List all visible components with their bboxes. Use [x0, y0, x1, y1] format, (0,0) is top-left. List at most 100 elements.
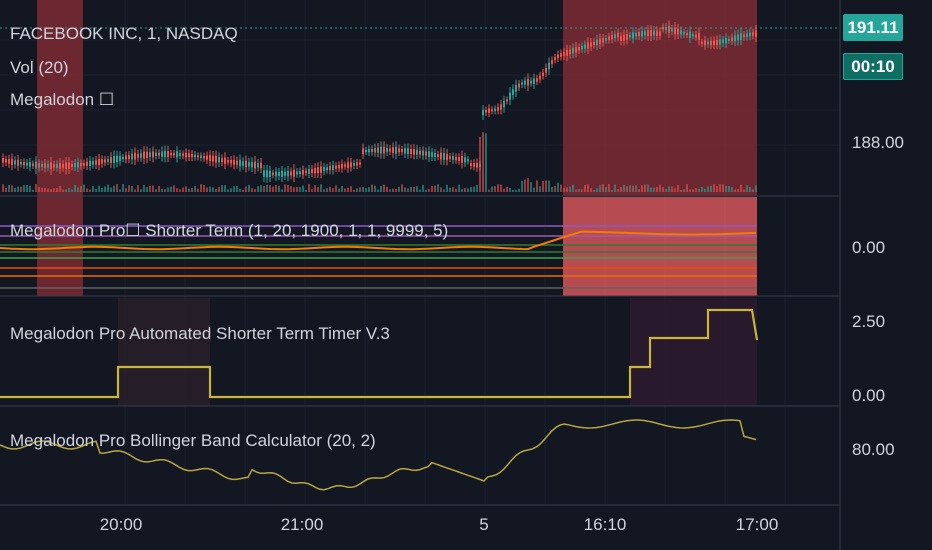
volume-bar	[638, 189, 640, 192]
price-candle	[350, 162, 352, 168]
price-candle	[341, 163, 343, 169]
price-candle	[146, 151, 148, 159]
volume-bar	[557, 182, 559, 192]
volume-bar	[446, 184, 448, 192]
bollinger-axis-label: 80.00	[852, 440, 895, 459]
symbol-legend[interactable]: FACEBOOK INC, 1, NASDAQ	[10, 24, 238, 43]
volume-bar	[704, 188, 706, 192]
volume-bar	[569, 186, 571, 192]
price-candle	[281, 170, 283, 177]
price-candle	[275, 171, 277, 177]
price-candle	[8, 159, 10, 164]
price-candle	[485, 110, 487, 113]
volume-bar	[236, 185, 238, 192]
price-candle	[164, 150, 166, 158]
price-candle	[581, 46, 583, 50]
volume-bar	[575, 189, 577, 192]
price-candle	[38, 163, 40, 168]
volume-bar	[206, 187, 208, 192]
volume-bar	[182, 187, 184, 192]
volume-bar	[743, 189, 745, 192]
price-candle	[638, 32, 640, 37]
volume-bar	[116, 184, 118, 192]
price-candle	[41, 164, 43, 168]
volume-bar	[641, 185, 643, 192]
price-candle	[380, 146, 382, 154]
volume-bar	[518, 188, 520, 192]
price-candle	[29, 162, 31, 167]
price-candle	[428, 151, 430, 157]
price-candle	[137, 153, 139, 158]
volume-bar	[101, 187, 103, 192]
volume-bar	[350, 186, 352, 192]
timer-step-line	[0, 308, 759, 399]
volume-bar	[314, 185, 316, 192]
timer-axis-label-zero: 0.00	[852, 386, 886, 405]
price-candle	[692, 34, 694, 37]
price-candle	[752, 32, 754, 36]
volume-bar	[536, 180, 538, 192]
megalodon-legend[interactable]: Megalodon ☐	[10, 90, 115, 109]
volume-bar	[548, 180, 550, 192]
price-candle	[734, 35, 736, 42]
volume-bar	[296, 187, 298, 192]
volume-bar	[41, 187, 43, 192]
volume-bar	[602, 184, 604, 192]
bollinger-legend[interactable]: Megalodon Pro Bollinger Band Calculator …	[10, 431, 376, 450]
price-candle	[104, 159, 106, 163]
volume-bar	[290, 186, 292, 192]
price-candle	[623, 34, 625, 41]
volume-bar	[470, 187, 472, 192]
price-candle	[338, 164, 340, 169]
price-candle	[590, 42, 592, 47]
volume-bar	[95, 188, 97, 192]
price-candle	[134, 152, 136, 160]
volume-bar	[239, 188, 241, 192]
volume-bar	[464, 187, 466, 192]
price-candle	[740, 33, 742, 40]
volume-bar	[677, 184, 679, 192]
price-candle	[659, 31, 661, 36]
price-candle	[140, 153, 142, 158]
shorter-term-legend[interactable]: Megalodon Pro☐ Shorter Term (1, 20, 1900…	[10, 221, 449, 240]
price-candle	[182, 153, 184, 156]
volume-bar	[581, 189, 583, 192]
volume-bar	[434, 185, 436, 192]
price-candle	[356, 162, 358, 166]
volume-bar	[479, 136, 481, 192]
price-candle	[518, 83, 520, 88]
price-candle	[710, 40, 712, 46]
price-candle	[107, 159, 109, 162]
price-candle	[152, 151, 154, 158]
price-candle	[110, 157, 112, 163]
price-axis-label: 188.00	[852, 133, 904, 152]
timer-legend[interactable]: Megalodon Pro Automated Shorter Term Tim…	[10, 324, 390, 343]
price-candle	[20, 162, 22, 165]
price-candle	[566, 49, 568, 56]
volume-bar	[689, 189, 691, 192]
volume-bar	[170, 186, 172, 192]
price-candle	[743, 34, 745, 38]
price-candle	[257, 163, 259, 168]
volume-bar	[362, 187, 364, 192]
timer-zone	[118, 298, 210, 406]
price-candle	[593, 41, 595, 46]
time-axis-label: 21:00	[280, 515, 324, 534]
price-candle	[206, 155, 208, 160]
volume-bar	[521, 180, 523, 192]
price-candle	[530, 80, 532, 84]
price-candle	[545, 67, 547, 73]
price-candle	[161, 151, 163, 157]
volume-legend[interactable]: Vol (20)	[10, 58, 69, 77]
volume-bar	[17, 186, 19, 192]
price-candle	[305, 170, 307, 173]
volume-bar	[38, 187, 40, 192]
price-candle	[299, 171, 301, 175]
volume-bar	[710, 185, 712, 192]
price-candle	[755, 30, 757, 37]
price-candle	[500, 104, 502, 110]
volume-bar	[188, 188, 190, 192]
price-candle	[632, 32, 634, 39]
